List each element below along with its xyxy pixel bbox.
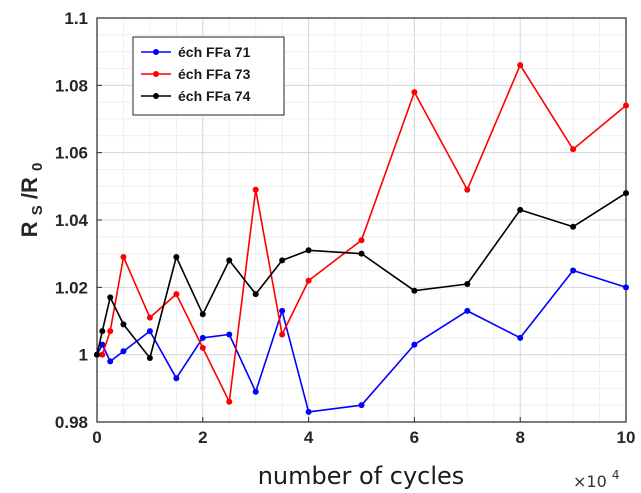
series <box>94 62 629 415</box>
data-point <box>107 328 114 335</box>
data-point <box>146 328 153 335</box>
legend-label: éch FFa 74 <box>178 88 251 104</box>
data-point <box>252 388 259 395</box>
data-point <box>199 334 206 341</box>
data-point <box>305 408 312 415</box>
y-tick-label: 1.04 <box>55 211 89 230</box>
data-point <box>226 331 233 338</box>
data-point <box>146 355 153 362</box>
data-point <box>120 321 127 328</box>
x-axis: 0 2 4 6 8 10 <box>92 417 635 447</box>
y-tick-label: 1 <box>79 346 88 365</box>
y-axis-label: R S /R 0 <box>17 163 47 238</box>
x-multiplier-base: ×10 <box>573 472 607 491</box>
x-tick-label: 2 <box>198 428 207 447</box>
data-point <box>226 398 233 405</box>
y-axis: 0.98 1 1.02 1.04 1.06 1.08 1.1 <box>55 9 102 432</box>
data-point <box>252 186 259 193</box>
x-tick-label: 4 <box>304 428 314 447</box>
data-point <box>99 351 106 358</box>
y-label-main: R <box>17 221 42 237</box>
series-1 <box>94 267 629 415</box>
legend-swatch-marker <box>153 71 159 77</box>
x-multiplier-exponent: 4 <box>612 468 620 482</box>
data-point <box>120 254 127 261</box>
y-tick-label: 0.98 <box>55 413 88 432</box>
x-axis-multiplier: ×10 4 <box>573 468 620 491</box>
data-point <box>199 311 206 318</box>
data-point <box>358 402 365 409</box>
y-tick-label: 1.1 <box>64 9 88 28</box>
data-point <box>464 280 471 287</box>
legend-item: éch FFa 73 <box>141 66 251 82</box>
data-point <box>173 375 180 382</box>
data-point <box>411 341 418 348</box>
data-point <box>173 254 180 261</box>
y-tick-label: 1.02 <box>55 278 88 297</box>
y-label-sub2: 0 <box>29 163 46 171</box>
data-point <box>517 62 524 69</box>
data-point <box>99 341 106 348</box>
data-point <box>199 344 206 351</box>
data-point <box>107 294 114 301</box>
data-point <box>99 328 106 335</box>
y-label-sub1: S <box>29 205 46 215</box>
legend: éch FFa 71 éch FFa 73 éch FFa 74 <box>132 36 285 116</box>
data-point <box>358 237 365 244</box>
data-point <box>305 247 312 254</box>
data-point <box>623 190 629 197</box>
data-point <box>226 257 233 264</box>
data-point <box>107 358 114 365</box>
data-point <box>252 291 259 298</box>
data-point <box>570 223 577 230</box>
x-tick-label: 6 <box>410 428 419 447</box>
legend-item: éch FFa 71 <box>141 44 251 60</box>
legend-swatch-marker <box>153 93 159 99</box>
legend-swatch-marker <box>153 49 159 55</box>
data-point <box>464 307 471 314</box>
x-tick-label: 8 <box>515 428 524 447</box>
data-point <box>623 284 629 291</box>
data-point <box>623 102 629 109</box>
x-axis-label: number of cycles <box>258 462 465 490</box>
data-point <box>146 314 153 321</box>
data-point <box>411 287 418 294</box>
x-tick-label: 0 <box>92 428 101 447</box>
data-point <box>279 257 286 264</box>
data-point <box>305 277 312 284</box>
x-tick-label: 10 <box>617 428 636 447</box>
data-point <box>279 331 286 338</box>
data-point <box>570 146 577 153</box>
data-point <box>570 267 577 274</box>
legend-item: éch FFa 74 <box>141 88 251 104</box>
data-point <box>94 351 100 358</box>
y-label-slash: /R <box>17 177 42 199</box>
data-point <box>517 334 524 341</box>
data-point <box>411 89 418 96</box>
data-point <box>358 250 365 257</box>
data-point <box>517 206 524 213</box>
data-point <box>464 186 471 193</box>
legend-label: éch FFa 73 <box>178 66 251 82</box>
y-tick-label: 1.08 <box>55 76 88 95</box>
legend-items: éch FFa 71 éch FFa 73 éch FFa 74 <box>141 44 251 104</box>
data-point <box>120 348 127 355</box>
data-point <box>173 291 180 298</box>
data-point <box>279 307 286 314</box>
y-tick-label: 1.06 <box>55 144 88 163</box>
series-3 <box>94 190 629 362</box>
legend-label: éch FFa 71 <box>178 44 251 60</box>
